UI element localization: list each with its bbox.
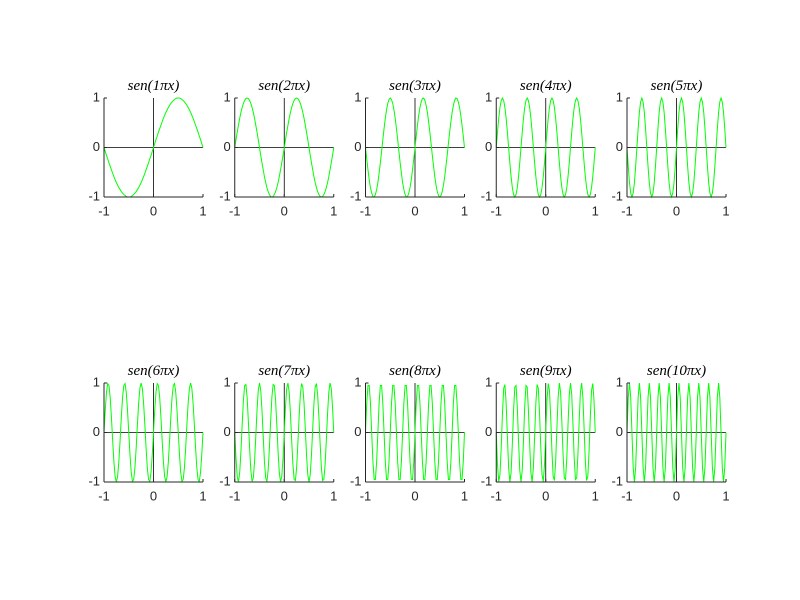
y-tick-label: 0 [485, 139, 492, 154]
x-tick-label: -1 [490, 203, 502, 218]
y-tick-label: 1 [224, 89, 231, 104]
y-tick-label: -1 [88, 473, 100, 488]
data-line [234, 97, 335, 198]
y-tick-label: 1 [616, 374, 623, 389]
y-tick-label: 1 [616, 89, 623, 104]
subplot-title: sen(7πx) [258, 363, 310, 379]
y-tick-label: 1 [93, 89, 100, 104]
y-tick-label: 1 [224, 374, 231, 389]
y-tick-label: 0 [354, 139, 361, 154]
y-tick-label: -1 [88, 188, 100, 203]
y-tick-label: -1 [611, 473, 623, 488]
y-tick-label: 0 [616, 139, 623, 154]
data-line [495, 382, 596, 483]
x-tick-label: 1 [722, 488, 729, 503]
subplot-title: sen(9πx) [520, 363, 572, 379]
x-tick-label: 0 [411, 203, 418, 218]
subplot-title: sen(6πx) [128, 363, 180, 379]
x-tick-label: -1 [98, 488, 110, 503]
x-tick-label: 0 [150, 488, 157, 503]
data-line [234, 382, 335, 483]
y-tick-label: 0 [224, 139, 231, 154]
x-tick-label: 0 [411, 488, 418, 503]
x-tick-label: 1 [461, 203, 468, 218]
y-tick-label: -1 [219, 473, 231, 488]
data-line [103, 97, 204, 198]
x-tick-label: -1 [229, 488, 241, 503]
x-tick-label: -1 [621, 203, 633, 218]
x-tick-label: 1 [199, 203, 206, 218]
x-tick-label: -1 [229, 203, 241, 218]
y-tick-label: -1 [350, 188, 362, 203]
x-tick-label: -1 [360, 488, 372, 503]
subplot-title: sen(3πx) [389, 78, 441, 94]
x-tick-label: 0 [542, 488, 549, 503]
x-tick-label: -1 [360, 203, 372, 218]
x-tick-label: 1 [592, 203, 599, 218]
y-tick-label: -1 [481, 473, 493, 488]
y-tick-label: 1 [354, 374, 361, 389]
data-line [626, 96, 727, 199]
data-line [365, 384, 465, 481]
x-tick-label: 1 [330, 488, 337, 503]
y-tick-label: 0 [224, 424, 231, 439]
y-tick-label: -1 [611, 188, 623, 203]
subplot-title: sen(2πx) [258, 78, 310, 94]
subplot-title: sen(8πx) [389, 363, 441, 379]
data-line [495, 96, 596, 199]
x-tick-label: 1 [722, 203, 729, 218]
y-tick-label: -1 [219, 188, 231, 203]
x-tick-label: -1 [490, 488, 502, 503]
subplot-title: sen(5πx) [651, 78, 703, 94]
y-tick-label: 0 [93, 424, 100, 439]
y-tick-label: -1 [481, 188, 493, 203]
x-tick-label: 1 [330, 203, 337, 218]
y-tick-label: 1 [485, 89, 492, 104]
x-tick-label: 1 [199, 488, 206, 503]
x-tick-label: 1 [461, 488, 468, 503]
x-tick-label: 0 [281, 488, 288, 503]
x-tick-label: 0 [542, 203, 549, 218]
data-line [365, 97, 465, 198]
y-tick-label: 1 [354, 89, 361, 104]
data-line [626, 382, 727, 483]
x-tick-label: 0 [673, 488, 680, 503]
data-line [103, 382, 204, 483]
y-tick-label: 0 [616, 424, 623, 439]
y-tick-label: 1 [485, 374, 492, 389]
x-tick-label: 0 [673, 203, 680, 218]
subplot-title: sen(1πx) [128, 78, 180, 94]
y-tick-label: -1 [350, 473, 362, 488]
x-tick-label: -1 [621, 488, 633, 503]
x-tick-label: 0 [281, 203, 288, 218]
subplot-title: sen(10πx) [647, 363, 706, 379]
y-tick-label: 0 [485, 424, 492, 439]
y-tick-label: 0 [93, 139, 100, 154]
y-tick-label: 0 [354, 424, 361, 439]
x-tick-label: 1 [592, 488, 599, 503]
subplot-title: sen(4πx) [520, 78, 572, 94]
x-tick-label: -1 [98, 203, 110, 218]
x-tick-label: 0 [150, 203, 157, 218]
y-tick-label: 1 [93, 374, 100, 389]
